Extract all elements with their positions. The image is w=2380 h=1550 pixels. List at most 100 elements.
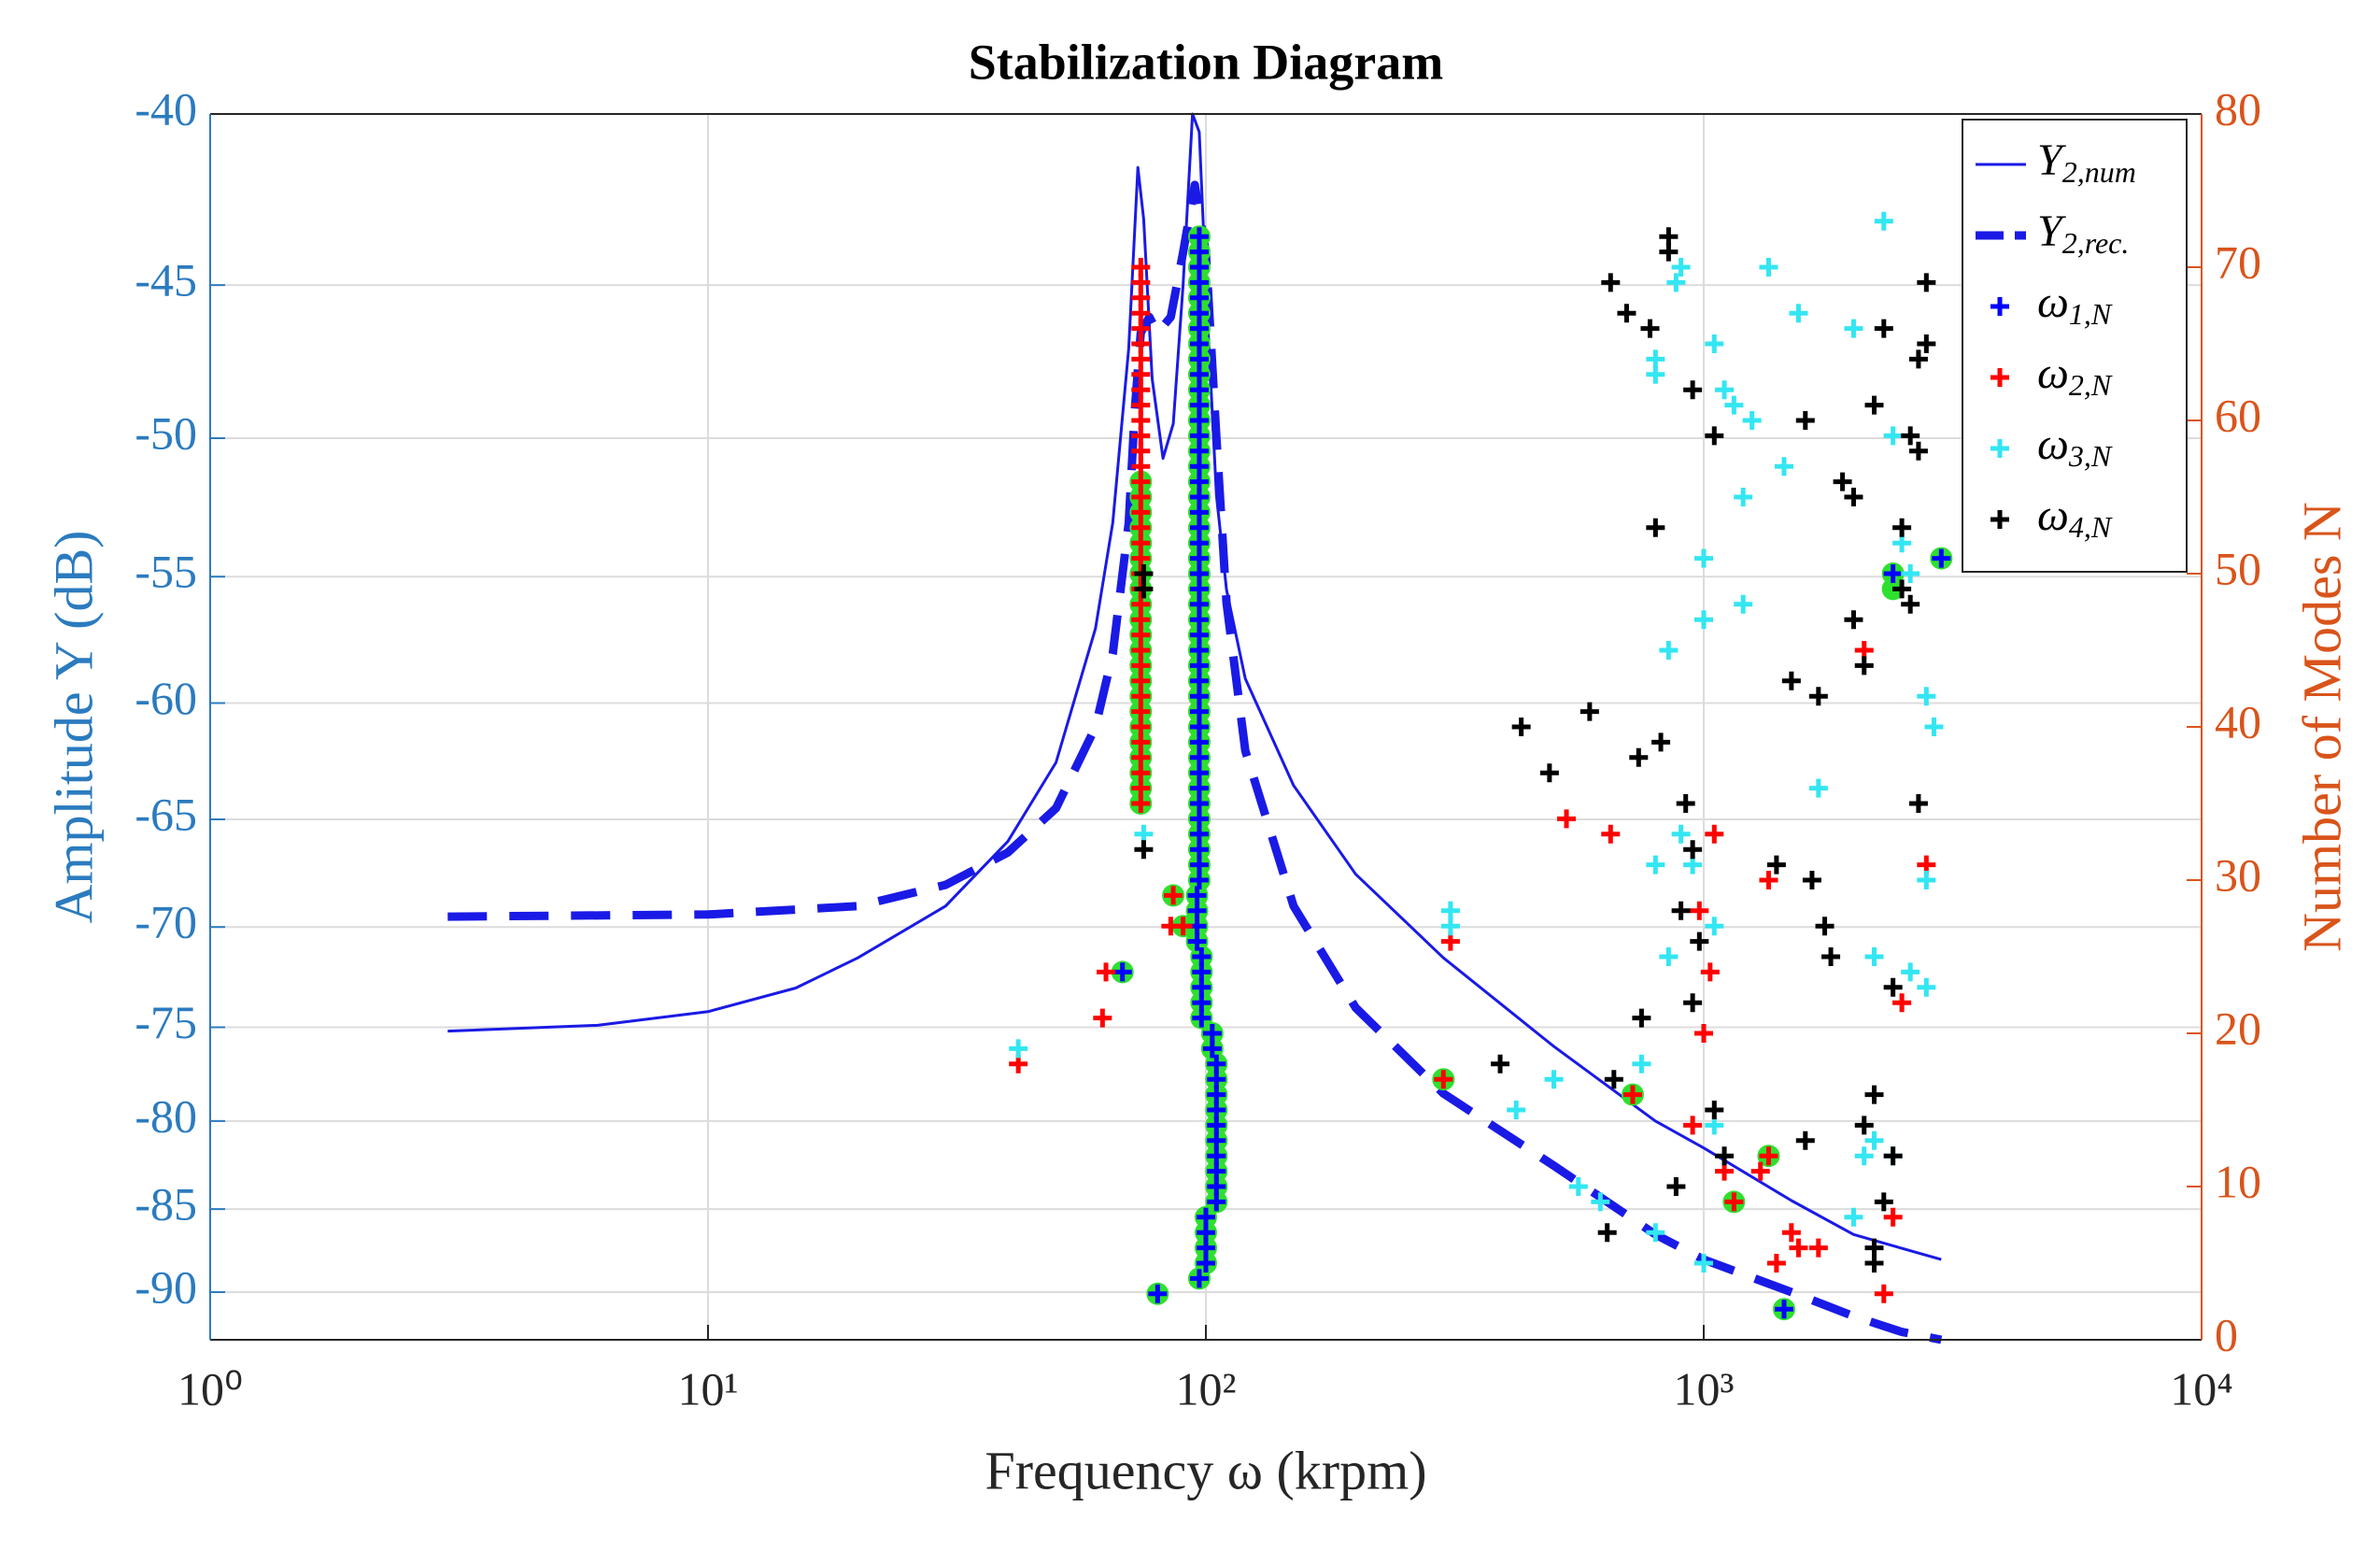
point-marker (1189, 227, 1209, 247)
y-tick-label: -60 (135, 672, 197, 724)
point-marker (1676, 794, 1695, 813)
point-marker (1202, 1024, 1222, 1043)
legend-swatch (1990, 510, 2009, 529)
point-marker (1715, 1146, 1735, 1166)
point-marker (1164, 886, 1183, 905)
y2-tick-label: 60 (2215, 389, 2261, 441)
point-marker (1917, 871, 1936, 889)
point-marker (1864, 1131, 1884, 1150)
point-marker (1683, 993, 1703, 1013)
point-marker (1892, 993, 1912, 1013)
point-marker (1189, 1269, 1209, 1288)
point-marker (1789, 304, 1808, 323)
point-marker (1694, 548, 1713, 568)
point-marker (1833, 472, 1852, 491)
y-tick-label: -80 (135, 1089, 197, 1142)
point-marker (1683, 840, 1703, 860)
point-marker (1844, 488, 1863, 506)
point-marker (1651, 732, 1671, 752)
point-marker (1112, 962, 1132, 982)
point-marker (1507, 1101, 1526, 1119)
point-marker (1892, 579, 1912, 599)
point-marker (1131, 258, 1151, 277)
x-tick-label: 10⁰ (177, 1362, 243, 1415)
point-marker (1908, 441, 1928, 461)
point-marker (1917, 273, 1936, 292)
point-marker (1148, 1284, 1168, 1303)
point-marker (1883, 564, 1903, 583)
point-marker (1808, 687, 1828, 706)
point-marker (1759, 871, 1778, 889)
point-marker (1781, 1223, 1801, 1243)
point-marker (1932, 548, 1951, 568)
point-marker (1864, 947, 1884, 966)
point-marker (1808, 1238, 1828, 1258)
legend-swatch (1990, 297, 2009, 316)
y-tick-label: -65 (135, 788, 197, 840)
y2-tick-label: 10 (2215, 1155, 2261, 1207)
point-marker (1917, 687, 1936, 706)
point-marker (1694, 1254, 1713, 1273)
point-marker (1901, 564, 1920, 583)
point-marker (1724, 395, 1744, 415)
point-marker (1659, 227, 1679, 247)
y2-tick-label: 70 (2215, 235, 2261, 288)
y2-tick-label: 50 (2215, 542, 2261, 594)
legend-label-main: ω (2037, 277, 2069, 327)
point-marker (1854, 1146, 1874, 1166)
point-marker (1892, 518, 1912, 537)
point-marker (1775, 1300, 1794, 1319)
point-marker (1700, 962, 1720, 982)
point-marker (1683, 380, 1703, 400)
point-marker (1781, 671, 1801, 690)
legend-label-main: ω (2037, 348, 2069, 398)
point-marker (1440, 901, 1460, 920)
point-marker (1874, 1284, 1893, 1303)
x-tick-label: 10² (1176, 1362, 1237, 1415)
point-marker (1659, 947, 1679, 966)
point-marker (1161, 917, 1181, 936)
point-marker (1666, 273, 1686, 292)
point-marker (1671, 901, 1691, 920)
axes: 10⁰ 10¹ 10² 10³ 10⁴ -40 -45 -50 -55 -60 -65 -70 -75 -… (135, 82, 2261, 1415)
point-marker (1539, 763, 1559, 783)
point-marker (1705, 1101, 1724, 1119)
point-marker (1659, 641, 1679, 660)
point-marker (1854, 656, 1874, 675)
point-marker (1789, 1238, 1808, 1258)
series-line (447, 180, 1943, 1344)
point-marker (1815, 917, 1835, 936)
point-marker (1802, 871, 1821, 889)
point-marker (1901, 962, 1920, 982)
point-marker (1864, 1254, 1884, 1273)
point-marker (1795, 1131, 1815, 1150)
legend-swatch (1990, 368, 2009, 387)
point-marker (1601, 273, 1621, 292)
point-marker (1705, 334, 1724, 353)
point-marker (1766, 855, 1786, 875)
legend-label-sub: 2,rec. (2062, 226, 2130, 260)
point-marker (1724, 1192, 1744, 1212)
point-marker (1844, 319, 1863, 338)
point-marker (1591, 1192, 1610, 1212)
point-marker (1694, 610, 1713, 630)
x-tick-label: 10⁴ (2170, 1362, 2232, 1415)
point-marker (1883, 1146, 1903, 1166)
marks (447, 112, 1953, 1344)
y-tick-label: -50 (135, 406, 197, 459)
point-marker (1544, 1070, 1564, 1089)
y2-tick-label: 40 (2215, 695, 2261, 747)
point-marker (1093, 1008, 1112, 1028)
legend-label: ω2,N (2037, 348, 2113, 402)
point-marker (1601, 824, 1621, 844)
point-marker (1864, 1085, 1884, 1104)
y2-axis-label: Number of Modes N (2291, 502, 2352, 952)
chart-title: Stabilization Diagram (969, 34, 1444, 90)
point-marker (1511, 718, 1531, 736)
point-marker (1734, 488, 1753, 506)
point-marker (1632, 1008, 1651, 1028)
point-marker (1434, 1070, 1453, 1089)
point-marker (1705, 426, 1724, 446)
x-tick-label: 10¹ (678, 1362, 739, 1415)
